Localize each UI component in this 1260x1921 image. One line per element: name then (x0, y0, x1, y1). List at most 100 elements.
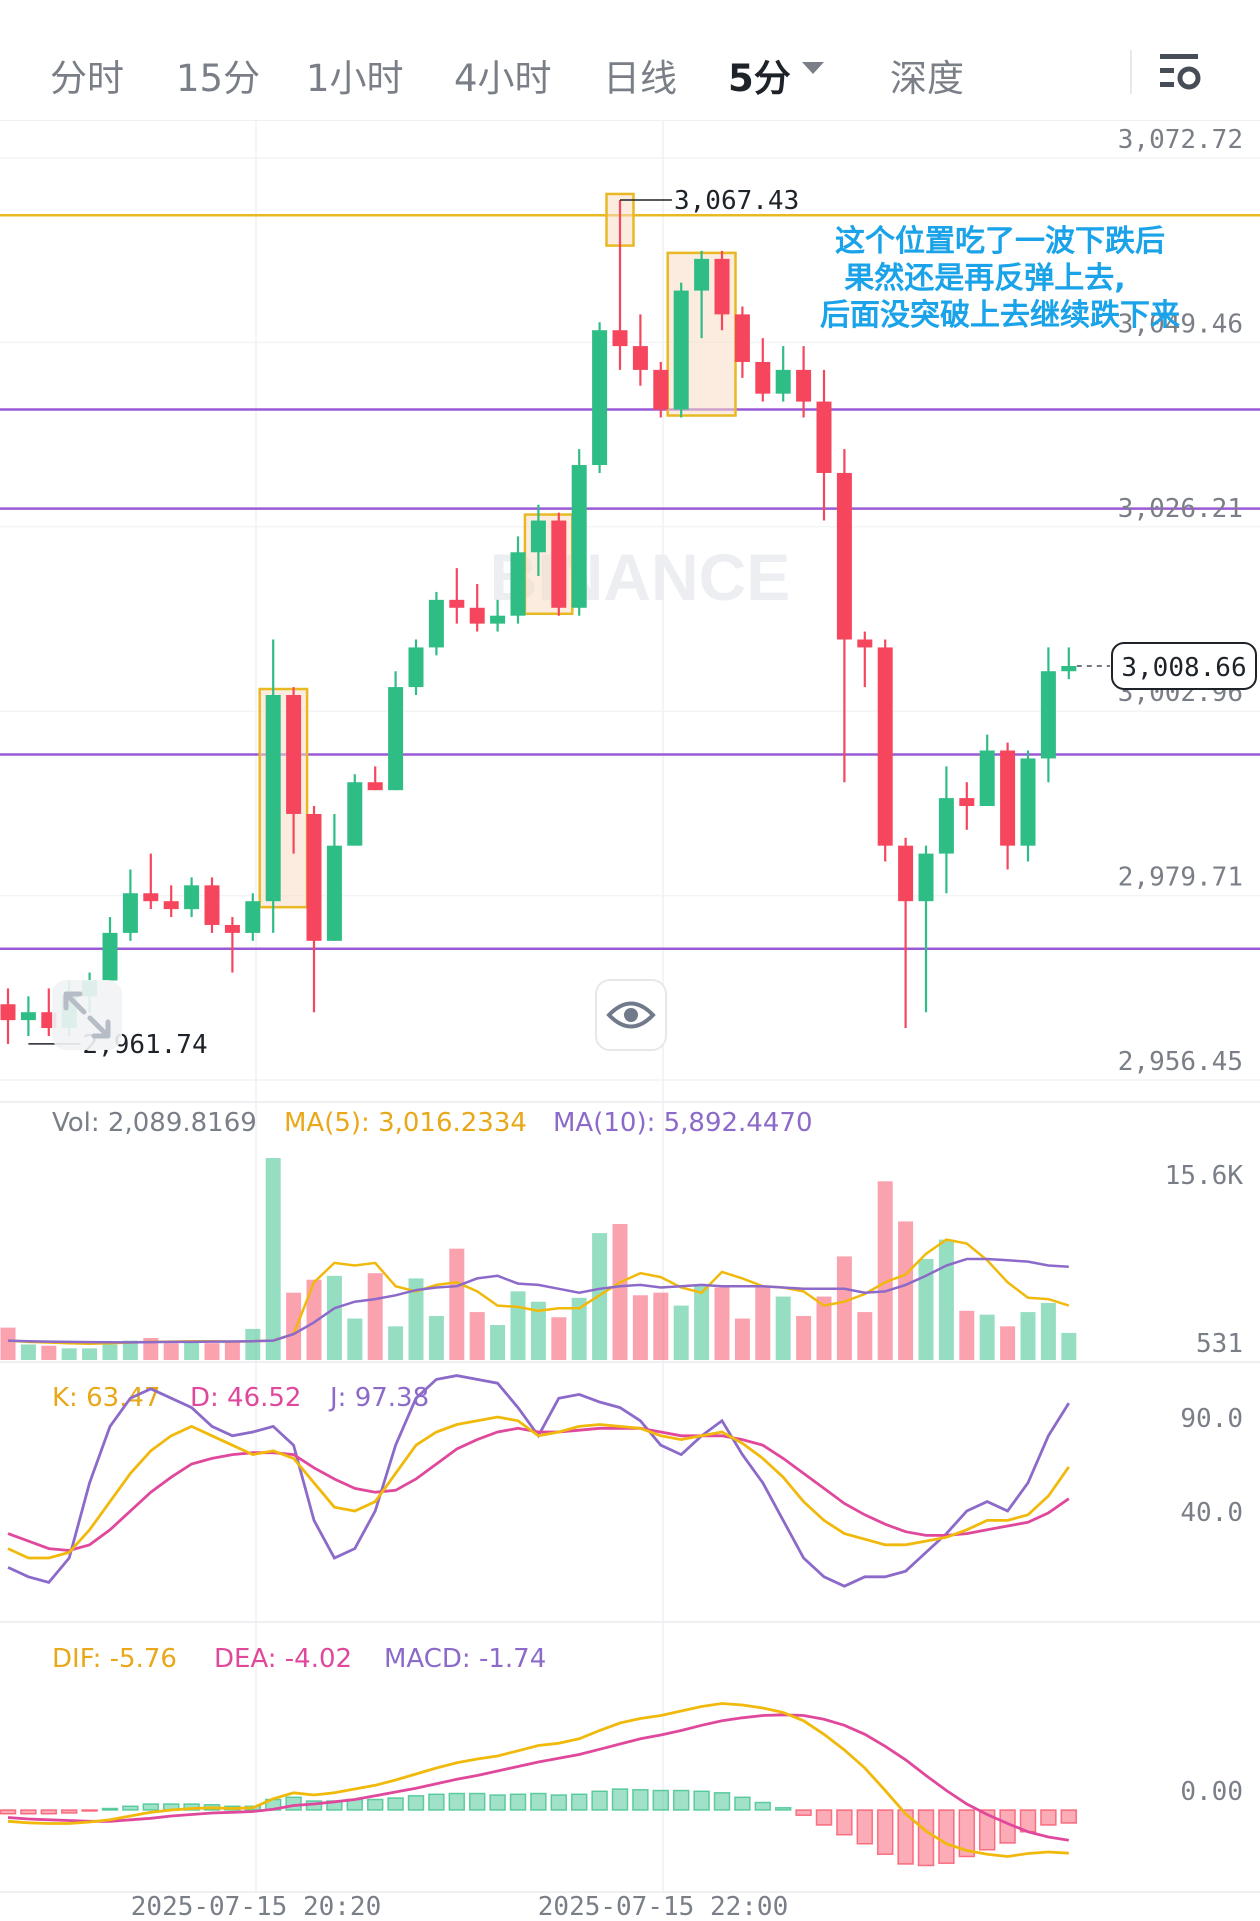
macd-bar (652, 1789, 670, 1811)
candle (816, 369, 832, 521)
macd-bar (958, 1809, 976, 1858)
volume-bar (408, 1278, 424, 1360)
volume-bar (714, 1287, 730, 1360)
macd-bar (489, 1794, 506, 1811)
macd-histogram (0, 1788, 1078, 1867)
macd-bar (407, 1795, 425, 1811)
candle (755, 338, 771, 402)
candle (877, 639, 893, 862)
volume-bar (0, 1327, 16, 1360)
time-axis: 2025-07-15 20:20 2025-07-15 22:00 (131, 1892, 788, 1921)
volume-bar (551, 1317, 567, 1360)
candle (367, 766, 383, 791)
macd-panel: DIF: -5.76 DEA: -4.02 MACD: -1.74 0.00 (0, 1644, 1243, 1867)
volume-bar (41, 1345, 57, 1360)
tab-1h[interactable]: 1小时 (306, 57, 404, 100)
macd-bar (978, 1809, 996, 1851)
time-label-1: 2025-07-15 20:20 (131, 1892, 381, 1921)
volume-bar (163, 1343, 179, 1360)
timeframe-tabs: 分时 15分 1小时 4小时 日线 5分 深度 (0, 0, 1260, 121)
candle (265, 639, 281, 933)
candle (694, 250, 710, 339)
volume-bar (388, 1326, 404, 1360)
volume-bar (1020, 1312, 1036, 1360)
kdj-j-label: J: 97.38 (328, 1383, 429, 1413)
volume-bar (347, 1318, 363, 1360)
candle (408, 639, 424, 696)
macd-bar (142, 1803, 160, 1811)
volume-bar (1000, 1326, 1016, 1360)
grid (0, 120, 1260, 1893)
volume-bar (20, 1344, 36, 1360)
tab-divider (1130, 50, 1132, 94)
volume-bar (265, 1158, 281, 1360)
macd-bar (856, 1809, 874, 1845)
price-tick-label: 3,049.46 (1118, 309, 1243, 339)
chart-settings-icon[interactable] (1158, 50, 1202, 94)
candle (510, 536, 526, 624)
tab-depth[interactable]: 深度 (890, 57, 964, 100)
macd-bar (0, 1809, 17, 1815)
candle (612, 199, 628, 370)
macd-dea-label: DEA: -4.02 (214, 1644, 352, 1674)
macd-bar (632, 1789, 649, 1811)
price-axis: 3,072.723,049.463,026.213,002.962,979.71… (1118, 125, 1243, 1077)
volume-bar (82, 1348, 98, 1360)
volume-bar (184, 1340, 200, 1360)
candle (245, 893, 261, 941)
macd-bar (285, 1796, 302, 1811)
tab-time-share[interactable]: 分时 (50, 57, 124, 100)
macd-bar (366, 1798, 384, 1811)
macd-bar (81, 1809, 98, 1812)
candlestick-chart[interactable]: BINANCE 3,072.723,049.463,026.213,002.96… (0, 120, 1260, 1921)
candle (775, 346, 791, 402)
macd-bar (611, 1788, 629, 1811)
volume-bar (632, 1295, 648, 1360)
macd-bar (448, 1792, 466, 1811)
eye-icon[interactable] (595, 979, 667, 1051)
candle (388, 671, 404, 791)
candle (653, 361, 669, 418)
macd-bar (917, 1809, 935, 1867)
macd-bar (122, 1805, 139, 1811)
candle (428, 591, 444, 656)
volume-bar (245, 1328, 261, 1360)
candle (571, 449, 587, 616)
candle (632, 314, 648, 386)
volume-label: Vol: 2,089.8169 (52, 1108, 257, 1138)
volume-ma5-label: MA(5): 3,016.2334 (284, 1108, 527, 1138)
volume-bar (1040, 1303, 1056, 1360)
candle (918, 845, 934, 1013)
candle (1000, 742, 1016, 870)
volume-bar (775, 1296, 791, 1360)
macd-bar (40, 1809, 58, 1815)
last-price-marker: 3,008.66 (1076, 641, 1257, 690)
tab-1d[interactable]: 日线 (603, 57, 677, 100)
macd-axis-zero: 0.00 (1180, 1777, 1243, 1807)
candle (714, 250, 730, 331)
last-price-label: 3,008.66 (1121, 653, 1246, 683)
candle (1040, 647, 1056, 783)
price-tick-label: 2,956.45 (1118, 1047, 1243, 1077)
volume-bar (286, 1292, 302, 1360)
expand-icon[interactable] (52, 980, 122, 1050)
volume-panel: Vol: 2,089.8169 MA(5): 3,016.2334 MA(10)… (0, 1108, 1243, 1360)
candle (163, 885, 179, 918)
kdj-d-line (7, 1426, 1070, 1552)
kdj-axis-90: 90.0 (1180, 1404, 1243, 1434)
volume-bar (102, 1344, 118, 1360)
tab-4h[interactable]: 4小时 (454, 57, 552, 100)
caret-down-icon[interactable] (802, 62, 824, 74)
last-price-box (1111, 641, 1257, 690)
candle (592, 322, 608, 473)
volume-bar (857, 1312, 873, 1360)
high-marker-label: 3,067.43 (674, 186, 799, 216)
macd-bar (468, 1792, 486, 1811)
volume-bar (959, 1310, 975, 1360)
tab-5m[interactable]: 5分 (728, 57, 791, 100)
annotation: 这个位置吃了一波下跌后 果然还是再反弹上去, 后面没突破上去继续跌下来 (820, 224, 1180, 333)
volume-bar (877, 1181, 893, 1360)
macd-bar (550, 1794, 568, 1811)
time-label-2: 2025-07-15 22:00 (538, 1892, 788, 1921)
tab-15m[interactable]: 15分 (176, 57, 261, 100)
